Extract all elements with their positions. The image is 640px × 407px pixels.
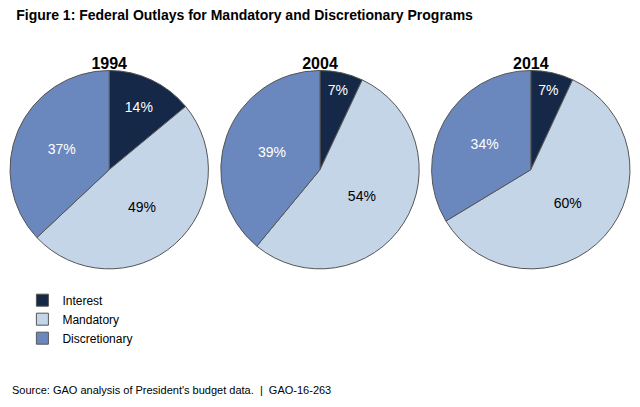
- svg-text:Source: GAO analysis of Presid: Source: GAO analysis of President's budg…: [12, 384, 331, 396]
- svg-text:2004: 2004: [302, 55, 338, 72]
- svg-text:14%: 14%: [125, 99, 153, 115]
- svg-text:Discretionary: Discretionary: [62, 332, 132, 346]
- svg-text:49%: 49%: [128, 199, 156, 215]
- svg-text:1994: 1994: [91, 55, 127, 72]
- svg-text:37%: 37%: [48, 141, 76, 157]
- svg-text:39%: 39%: [258, 144, 286, 160]
- svg-text:54%: 54%: [348, 188, 376, 204]
- svg-text:Figure 1: Federal Outlays for: Figure 1: Federal Outlays for Mandatory …: [16, 7, 473, 23]
- svg-text:7%: 7%: [328, 82, 348, 98]
- svg-text:2014: 2014: [513, 55, 549, 72]
- svg-text:Interest: Interest: [62, 294, 103, 308]
- svg-text:7%: 7%: [538, 82, 558, 98]
- svg-text:60%: 60%: [554, 195, 582, 211]
- svg-text:34%: 34%: [471, 136, 499, 152]
- svg-text:Mandatory: Mandatory: [62, 313, 119, 327]
